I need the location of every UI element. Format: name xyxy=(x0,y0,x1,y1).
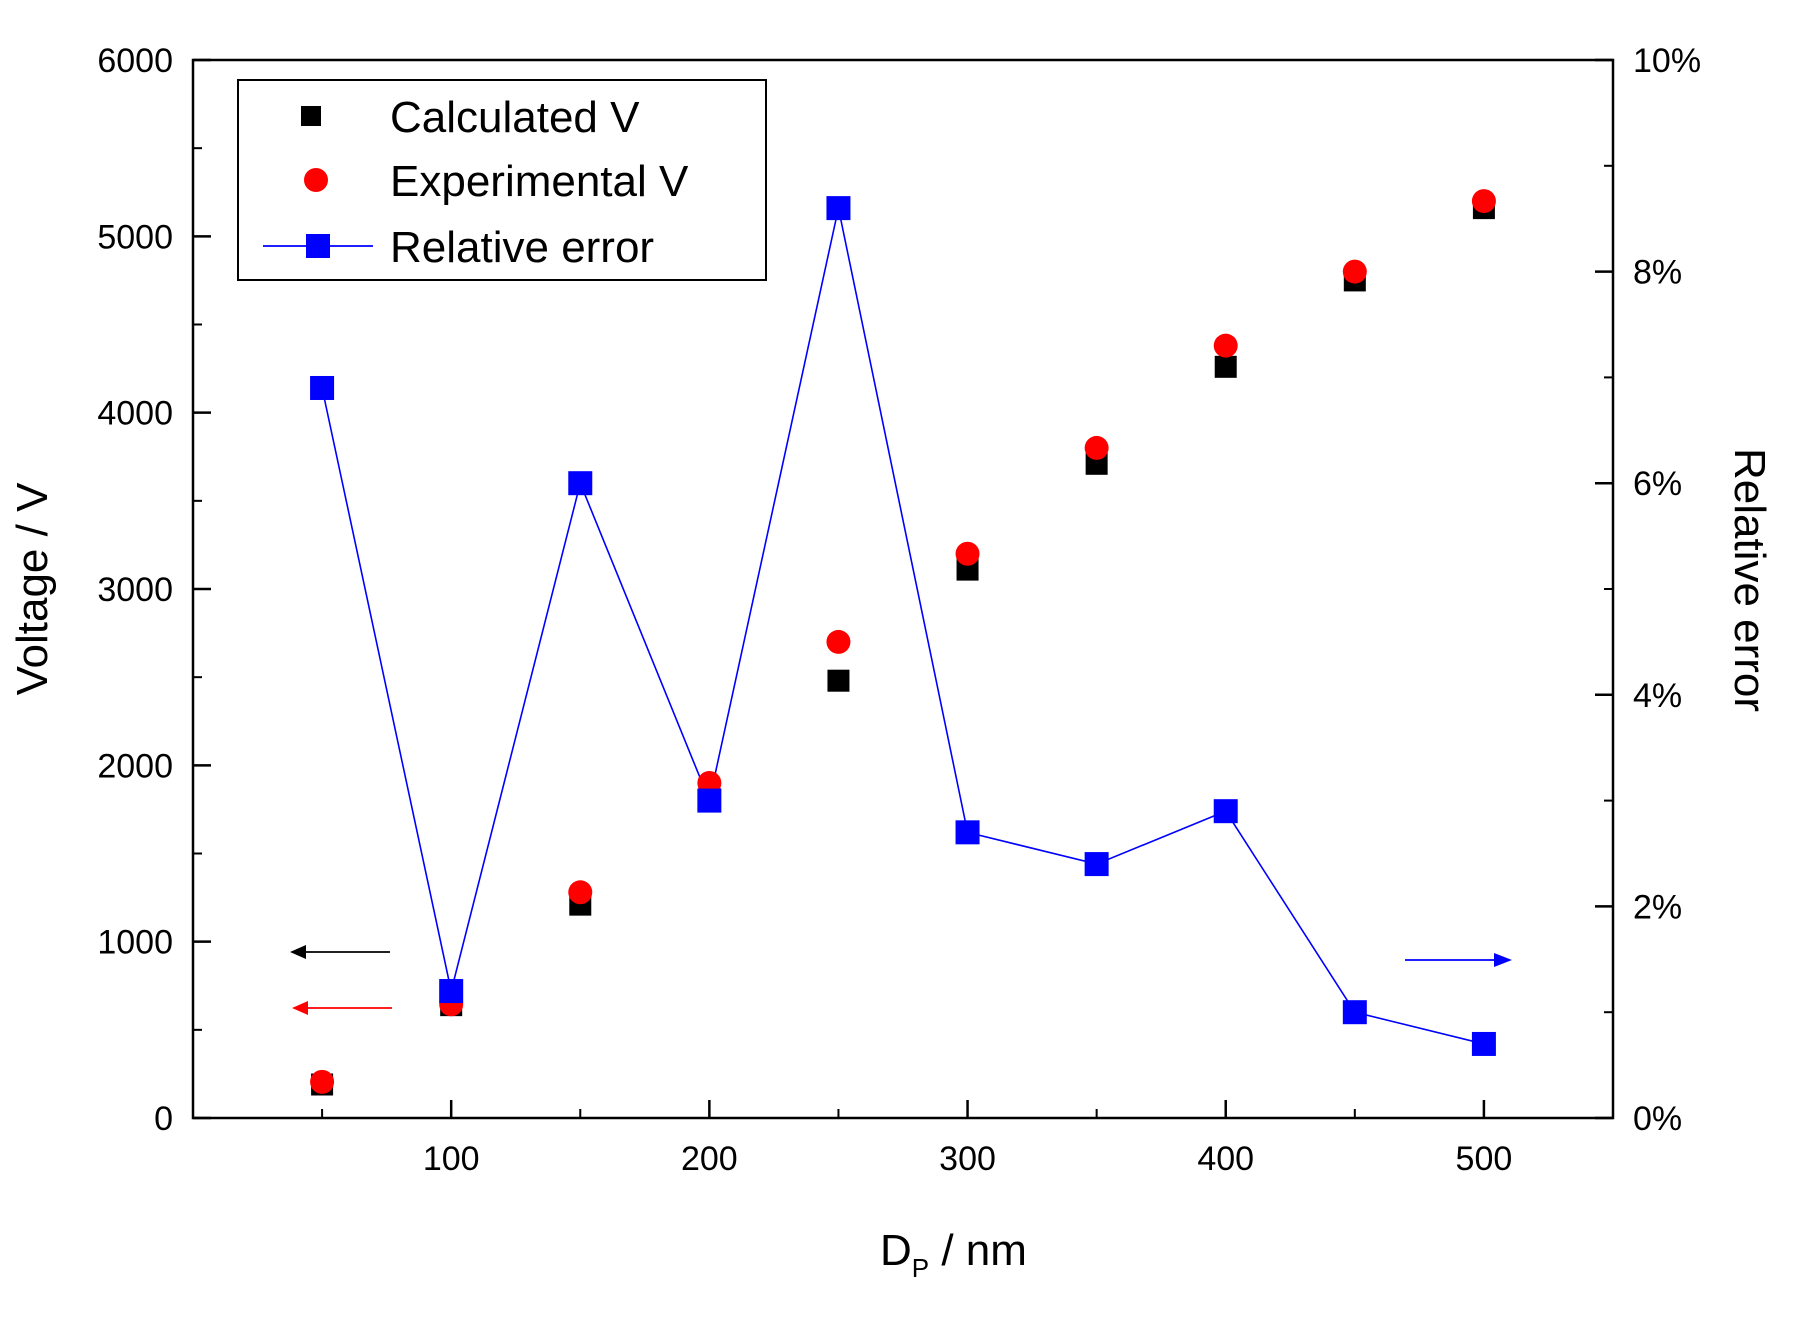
x-axis-title-subscript: P xyxy=(912,1253,929,1283)
legend-item-experimental: Experimental V xyxy=(304,157,689,206)
y-right-tick-label: 2% xyxy=(1633,888,1682,926)
y-right-tick-label: 0% xyxy=(1633,1100,1682,1138)
x-tick-label: 300 xyxy=(939,1140,996,1178)
y-right-axis-ticks: 0% 2% 4% 6% 8% 10% xyxy=(1595,42,1701,1138)
experimental-v-point xyxy=(1084,435,1109,460)
legend-experimental-marker xyxy=(304,168,328,192)
relative-error-point xyxy=(955,820,980,845)
y-left-axis-ticks: 0 1000 2000 3000 4000 5000 6000 xyxy=(97,42,211,1138)
y-right-tick-label: 8% xyxy=(1633,254,1682,292)
relative-error-axis-arrow xyxy=(1405,953,1512,967)
relative-error-point xyxy=(1084,852,1109,877)
relative-error-point xyxy=(439,979,464,1004)
y-right-tick-label: 4% xyxy=(1633,677,1682,715)
legend-item-relative-error: Relative error xyxy=(263,223,654,272)
legend-relative-error-marker xyxy=(306,234,330,258)
experimental-v-point xyxy=(955,541,980,566)
y-left-tick-label: 6000 xyxy=(97,42,173,80)
x-tick-label: 200 xyxy=(681,1140,738,1178)
legend-calculated-label: Calculated V xyxy=(390,93,640,142)
experimental-v-point xyxy=(826,629,851,654)
calculated-v-points xyxy=(311,197,1495,1096)
y-left-tick-label: 4000 xyxy=(97,395,173,433)
relative-error-point xyxy=(826,196,851,221)
legend-experimental-label: Experimental V xyxy=(390,157,689,206)
relative-error-points xyxy=(310,196,1496,1056)
relative-error-line xyxy=(321,207,1485,1045)
experimental-v-point xyxy=(568,880,593,905)
x-axis-title: DP / nm xyxy=(880,1226,1027,1283)
relative-error-point xyxy=(697,788,722,813)
legend-relative-error-label: Relative error xyxy=(390,223,654,272)
legend-calculated-marker xyxy=(301,106,321,126)
y-right-axis-title: Relative error xyxy=(1725,448,1774,712)
calculated-v-point xyxy=(827,669,850,692)
relative-error-point xyxy=(568,471,593,496)
experimental-v-point xyxy=(1213,333,1238,358)
x-axis-title-unit: / nm xyxy=(929,1226,1027,1275)
calculated-v-point xyxy=(1214,355,1237,378)
y-left-tick-label: 0 xyxy=(154,1100,173,1138)
x-tick-label: 400 xyxy=(1197,1140,1254,1178)
y-left-axis-title: Voltage / V xyxy=(8,482,57,695)
x-tick-label: 500 xyxy=(1456,1140,1513,1178)
legend: Calculated V Experimental V Relative err… xyxy=(237,79,767,281)
calculated-axis-arrow xyxy=(290,945,390,959)
y-left-tick-label: 5000 xyxy=(97,218,173,256)
relative-error-point xyxy=(1471,1031,1496,1056)
relative-error-point xyxy=(1342,1000,1367,1025)
x-axis-title-main: D xyxy=(880,1226,912,1275)
relative-error-point xyxy=(310,375,335,400)
y-right-tick-label: 10% xyxy=(1633,42,1701,80)
y-left-tick-label: 3000 xyxy=(97,571,173,609)
experimental-v-point xyxy=(1342,259,1367,284)
experimental-v-points xyxy=(310,189,1496,1094)
y-left-tick-label: 1000 xyxy=(97,924,173,962)
experimental-v-point xyxy=(310,1069,335,1094)
x-axis-ticks: 100 200 300 400 500 xyxy=(321,1100,1513,1178)
y-right-tick-label: 6% xyxy=(1633,465,1682,503)
y-left-tick-label: 2000 xyxy=(97,747,173,785)
experimental-v-point xyxy=(1471,189,1496,214)
experimental-axis-arrow xyxy=(292,1001,392,1015)
x-tick-label: 100 xyxy=(423,1140,480,1178)
legend-item-calculated: Calculated V xyxy=(301,93,640,142)
relative-error-point xyxy=(1213,799,1238,824)
